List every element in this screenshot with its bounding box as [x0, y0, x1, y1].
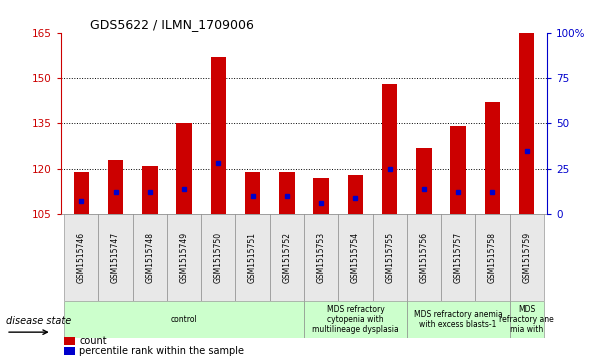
Bar [142, 166, 157, 214]
Text: disease state: disease state [6, 316, 71, 326]
Text: percentile rank within the sample: percentile rank within the sample [79, 346, 244, 356]
Bar [133, 214, 167, 301]
Bar [510, 214, 544, 301]
Text: GSM1515754: GSM1515754 [351, 232, 360, 283]
Text: GSM1515757: GSM1515757 [454, 232, 463, 283]
Text: GSM1515753: GSM1515753 [317, 232, 326, 283]
Bar [279, 172, 295, 214]
Text: GSM1515750: GSM1515750 [214, 232, 223, 283]
Bar [382, 84, 398, 214]
Bar [313, 178, 329, 214]
Bar [210, 57, 226, 214]
Text: GSM1515759: GSM1515759 [522, 232, 531, 283]
Bar [519, 33, 534, 214]
Text: count: count [79, 336, 106, 346]
Bar [416, 148, 432, 214]
Bar [245, 172, 260, 214]
Bar [108, 160, 123, 214]
Text: GSM1515758: GSM1515758 [488, 232, 497, 283]
Text: GSM1515747: GSM1515747 [111, 232, 120, 283]
Bar [176, 123, 192, 214]
Bar [304, 301, 407, 338]
Bar [348, 175, 363, 214]
Text: GSM1515752: GSM1515752 [282, 232, 291, 283]
Bar [304, 214, 338, 301]
Bar [235, 214, 270, 301]
Bar [74, 172, 89, 214]
Text: MDS refractory
cytopenia with
multilineage dysplasia: MDS refractory cytopenia with multilinea… [312, 305, 399, 334]
Bar [441, 214, 475, 301]
Text: GSM1515746: GSM1515746 [77, 232, 86, 283]
Text: GSM1515756: GSM1515756 [420, 232, 429, 283]
Bar [98, 214, 133, 301]
Bar [201, 214, 235, 301]
Text: control: control [171, 315, 198, 324]
Text: GSM1515749: GSM1515749 [179, 232, 188, 283]
Text: GSM1515748: GSM1515748 [145, 232, 154, 283]
Bar [475, 214, 510, 301]
Text: GSM1515751: GSM1515751 [248, 232, 257, 283]
Text: MDS
refractory ane
mia with: MDS refractory ane mia with [499, 305, 554, 334]
Bar [270, 214, 304, 301]
Bar [407, 214, 441, 301]
Bar [64, 214, 98, 301]
Bar [338, 214, 373, 301]
Bar [64, 301, 304, 338]
Text: GDS5622 / ILMN_1709006: GDS5622 / ILMN_1709006 [90, 19, 254, 32]
Text: MDS refractory anemia
with excess blasts-1: MDS refractory anemia with excess blasts… [414, 310, 503, 329]
Bar [407, 301, 510, 338]
Text: GSM1515755: GSM1515755 [385, 232, 394, 283]
Bar [510, 301, 544, 338]
Bar [451, 126, 466, 214]
Bar [485, 102, 500, 214]
Bar [167, 214, 201, 301]
Bar [373, 214, 407, 301]
